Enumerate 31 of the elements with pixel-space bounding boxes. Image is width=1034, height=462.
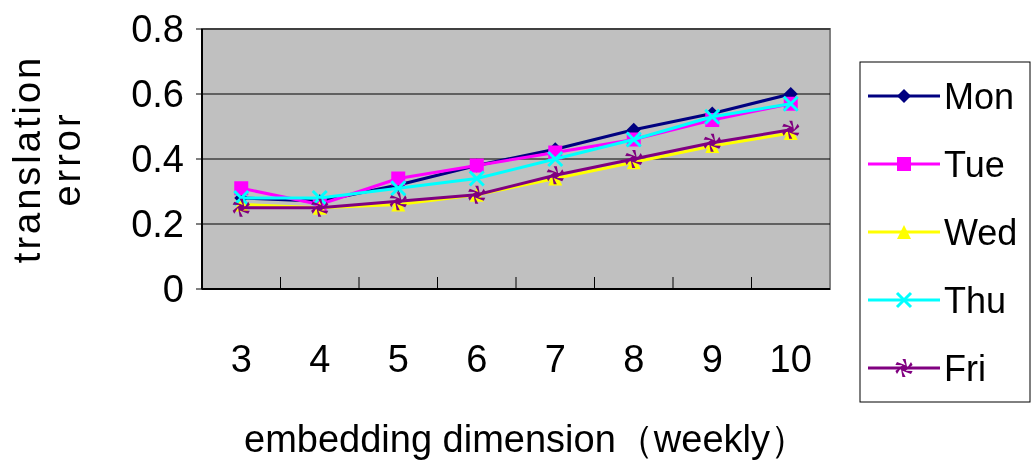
y-tick-label: 0.2 [131, 203, 184, 245]
y-tick-label: 0.6 [131, 73, 184, 115]
x-tick-label: 9 [701, 338, 723, 380]
legend-label: Wed [944, 212, 1018, 253]
point [389, 179, 407, 197]
x-tick-label: 3 [230, 338, 252, 380]
y-tick-label: 0.8 [131, 8, 184, 50]
legend-label: Mon [944, 76, 1015, 117]
point [546, 166, 564, 185]
y-axis-title: translation error [6, 54, 88, 264]
point [546, 150, 564, 168]
legend-label: Thu [944, 280, 1007, 321]
point [625, 150, 643, 168]
y-tick-label: 0 [162, 268, 184, 310]
x-tick-label: 5 [387, 338, 409, 380]
x-tick-label: 4 [309, 338, 331, 380]
x-tick-label: 6 [466, 338, 488, 380]
point [468, 170, 486, 187]
point [232, 198, 250, 217]
point [311, 189, 329, 207]
x-tick-label: 8 [623, 338, 645, 380]
x-tick-label: 7 [544, 338, 566, 380]
legend-label: Fri [944, 348, 986, 389]
point [389, 192, 407, 211]
legend-label: Tue [944, 144, 1005, 185]
x-axis-title: embedding dimension（weekly） [244, 418, 808, 460]
y-tick-label: 0.4 [131, 138, 184, 180]
point [703, 133, 721, 152]
point [703, 108, 721, 126]
point [782, 120, 800, 139]
x-tick-label: 10 [769, 338, 812, 380]
